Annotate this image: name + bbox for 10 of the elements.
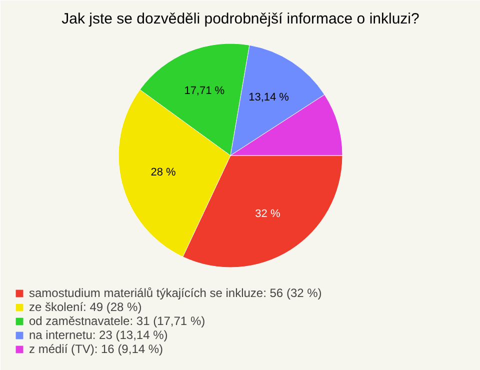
data-label: 28 % xyxy=(150,166,176,179)
legend-label: na internetu: 23 (13,14 %) xyxy=(29,328,168,342)
legend-label: ze školení: 49 (28 %) xyxy=(29,300,142,314)
legend-label: z médií (TV): 16 (9,14 %) xyxy=(29,342,164,356)
chart-title: Jak jste se dozvěděli podrobnější informace o inkluzi? xyxy=(62,10,420,28)
data-label: 13,14 % xyxy=(248,92,290,104)
legend-label: od zaměstnavatele: 31 (17,71 %) xyxy=(29,314,206,328)
data-label: 32 % xyxy=(255,208,280,220)
legend-label: samostudium materiálů týkajících se inkluze: 56 (32 %) xyxy=(29,286,322,300)
data-label: 17,71 % xyxy=(184,85,225,98)
